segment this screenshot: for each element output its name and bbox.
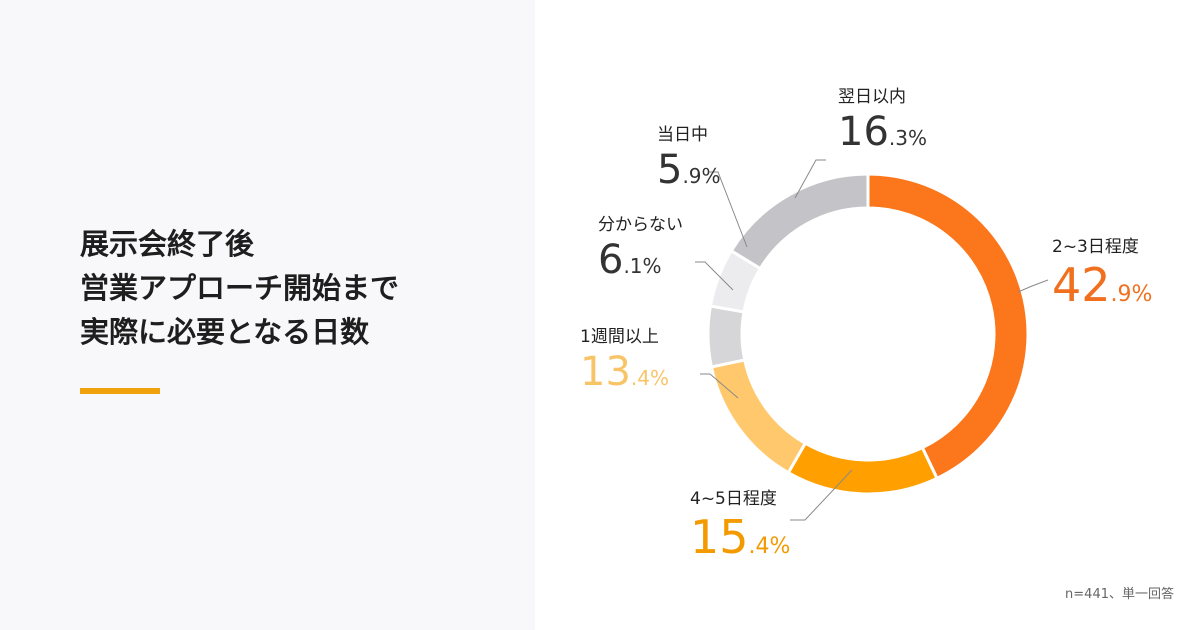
slice-label-1: 4~5日程度 15.4% [690,484,790,560]
leader-line-3 [695,261,734,291]
left-panel: 展示会終了後 営業アプローチ開始まで 実際に必要となる日数 [0,0,535,630]
slice-label-0: 2~3日程度 42.9% [1052,232,1152,308]
slice-value-integer: 5 [657,147,683,193]
slice-value: 42.9% [1052,262,1152,308]
slice-value: 5.9% [657,150,721,190]
slice-label-name: 4~5日程度 [690,489,777,509]
leader-line-5 [794,159,826,199]
slice-value-decimal: .3% [888,126,927,150]
donut-slice-0 [866,172,1030,481]
slice-value-decimal: .9% [682,164,721,188]
slice-label-3: 分からない 6.1% [598,210,683,280]
slice-value-integer: 13 [580,349,631,395]
slice-value-integer: 6 [598,237,624,283]
slice-label-name: 1週間以上 [580,327,659,347]
slice-value-decimal: .4% [748,534,791,559]
slice-value: 15.4% [690,514,790,560]
slice-value: 13.4% [580,352,669,392]
donut-slice-3 [706,304,747,369]
slice-label-2: 1週間以上 13.4% [580,322,669,392]
leader-line-0 [1017,279,1049,293]
slice-value-decimal: .4% [630,366,669,390]
slice-label-name: 分からない [598,215,683,235]
title-underline [80,388,160,394]
slice-label-4: 当日中 5.9% [657,120,721,190]
donut-slice-1 [786,441,940,496]
slice-value-integer: 42 [1052,258,1111,312]
donut-slice-2 [709,358,808,475]
title-line-2: 営業アプローチ開始まで [80,271,400,305]
slice-value: 6.1% [598,240,683,280]
slice-value-decimal: .1% [623,254,662,278]
slice-label-name: 翌日以内 [838,87,906,107]
title-line-1: 展示会終了後 [80,227,255,261]
leader-line-1 [790,469,853,521]
slice-value-decimal: .9% [1110,282,1153,307]
slice-label-5: 翌日以内 16.3% [838,82,927,152]
title-line-3: 実際に必要となる日数 [80,315,370,349]
leader-line-4 [708,171,748,248]
sample-note: n=441、単一回答 [1065,587,1174,602]
slice-value-integer: 16 [838,109,889,155]
leader-line-2 [700,373,739,399]
page-title: 展示会終了後 営業アプローチ開始まで 実際に必要となる日数 [80,222,399,354]
slice-label-name: 2~3日程度 [1052,237,1139,257]
slice-value: 16.3% [838,112,927,152]
slice-label-name: 当日中 [657,125,708,145]
donut-slice-5 [729,172,870,271]
slice-value-integer: 15 [690,510,749,564]
